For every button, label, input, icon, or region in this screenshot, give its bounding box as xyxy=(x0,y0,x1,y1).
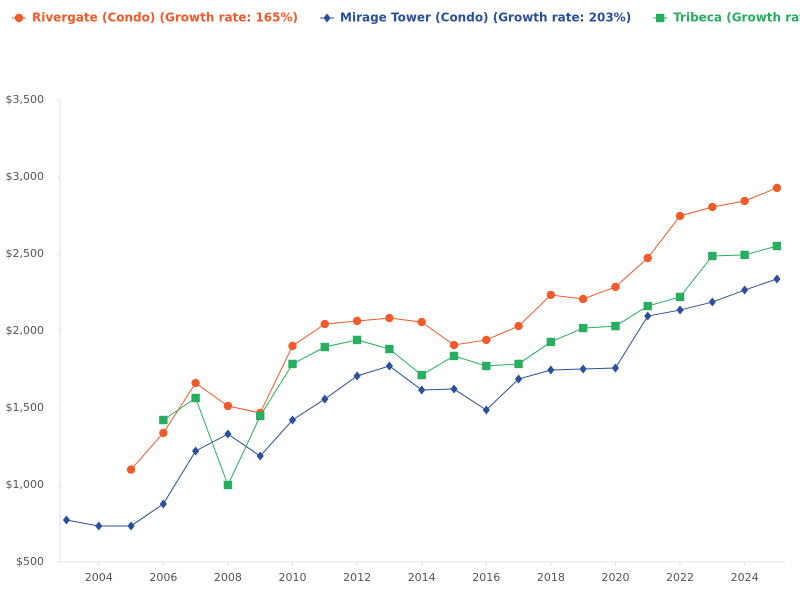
legend-item: Tribeca (Growth rate: 79%) xyxy=(653,11,800,25)
series-line xyxy=(66,278,778,527)
x-tick-label: 2018 xyxy=(537,571,565,584)
point xyxy=(514,374,523,384)
point xyxy=(482,335,491,345)
x-tick-label: 2006 xyxy=(149,571,177,584)
x-tick-label: 2014 xyxy=(408,571,436,584)
point xyxy=(288,341,297,351)
point xyxy=(95,521,103,531)
point xyxy=(482,405,490,415)
x-tick-label: 2004 xyxy=(85,571,113,584)
series-line xyxy=(163,245,778,487)
series-line xyxy=(130,187,778,470)
y-tick-label: $3,000 xyxy=(6,170,45,183)
y-tick-label: $2,500 xyxy=(6,247,45,260)
point xyxy=(288,359,297,369)
point xyxy=(418,385,426,395)
point xyxy=(256,451,264,461)
y-tick-label: $1,000 xyxy=(6,478,45,491)
y-tick-label: $3,500 xyxy=(6,93,45,106)
point xyxy=(449,340,459,350)
point xyxy=(320,319,330,329)
point xyxy=(514,359,523,369)
legend-marker xyxy=(14,13,24,23)
point xyxy=(191,393,200,403)
point xyxy=(449,351,459,361)
point xyxy=(192,446,200,456)
point xyxy=(352,335,362,345)
y-tick-label: $2,000 xyxy=(6,324,45,337)
point xyxy=(708,297,716,307)
point xyxy=(676,305,684,315)
legend-marker xyxy=(655,13,665,23)
point xyxy=(224,429,232,439)
point xyxy=(546,337,556,347)
point xyxy=(450,384,458,394)
point xyxy=(675,211,685,221)
point xyxy=(547,365,555,375)
legend-label: Mirage Tower (Condo) (Growth rate: 203%) xyxy=(340,11,631,25)
point xyxy=(546,290,556,300)
point xyxy=(708,202,717,212)
point xyxy=(159,415,168,425)
x-tick-label: 2010 xyxy=(279,571,307,584)
point xyxy=(353,371,361,381)
point xyxy=(385,344,394,354)
point xyxy=(321,394,329,404)
point xyxy=(159,428,168,438)
legend-item: Rivergate (Condo) (Growth rate: 165%) xyxy=(12,11,298,25)
point xyxy=(772,241,782,251)
point xyxy=(611,321,620,331)
point xyxy=(385,313,394,323)
point xyxy=(740,250,749,260)
point xyxy=(578,294,588,304)
point xyxy=(126,465,136,474)
point xyxy=(417,370,426,380)
point xyxy=(352,316,362,326)
point xyxy=(611,282,620,292)
point xyxy=(482,361,491,371)
point xyxy=(772,183,782,193)
legend-item: Mirage Tower (Condo) (Growth rate: 203%) xyxy=(320,11,631,25)
point xyxy=(741,285,749,295)
point xyxy=(320,342,330,352)
x-tick-label: 2016 xyxy=(472,571,500,584)
point xyxy=(675,292,685,302)
point xyxy=(773,274,781,284)
y-tick-label: $500 xyxy=(16,555,44,568)
x-tick-label: 2012 xyxy=(343,571,371,584)
point xyxy=(223,401,233,411)
point xyxy=(288,415,297,425)
point xyxy=(256,411,265,421)
point xyxy=(644,311,652,321)
x-tick-label: 2020 xyxy=(601,571,629,584)
point xyxy=(579,364,587,374)
x-tick-label: 2008 xyxy=(214,571,242,584)
point xyxy=(708,251,717,261)
legend-label: Tribeca (Growth rate: 79%) xyxy=(673,11,800,25)
point xyxy=(417,317,426,327)
point xyxy=(385,361,393,371)
y-tick-label: $1,500 xyxy=(6,401,45,414)
legend-marker xyxy=(323,13,331,23)
point xyxy=(578,323,588,333)
x-tick-label: 2022 xyxy=(666,571,694,584)
point xyxy=(191,378,200,388)
point xyxy=(643,301,652,311)
point xyxy=(127,521,135,531)
point xyxy=(611,363,620,373)
point xyxy=(740,196,749,206)
point xyxy=(514,321,523,331)
legend-label: Rivergate (Condo) (Growth rate: 165%) xyxy=(32,11,298,25)
x-tick-label: 2024 xyxy=(731,571,759,584)
point xyxy=(643,253,652,263)
point xyxy=(159,499,167,509)
point xyxy=(223,480,233,490)
point xyxy=(62,515,71,525)
